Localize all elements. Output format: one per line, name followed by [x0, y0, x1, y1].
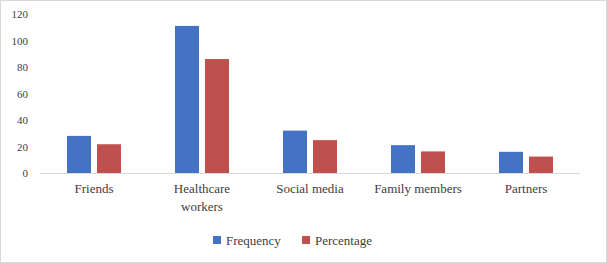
bar — [97, 144, 121, 173]
bar — [499, 152, 523, 173]
y-tick — [37, 173, 40, 174]
legend-label: Percentage — [315, 233, 372, 248]
x-tick-label-line: workers — [181, 199, 223, 214]
y-tick — [37, 40, 40, 41]
y-tick-label: 100 — [12, 35, 29, 47]
x-tick-label-line: Social media — [276, 181, 344, 196]
y-tick-label: 80 — [17, 61, 29, 73]
bar — [205, 59, 229, 173]
x-tick-label: Partners — [505, 181, 548, 196]
x-tick-label: Friends — [75, 181, 114, 196]
bar — [391, 145, 415, 173]
bar — [421, 151, 445, 173]
chart-border — [1, 1, 607, 263]
x-tick-label-line: Friends — [75, 181, 114, 196]
bar — [283, 131, 307, 173]
y-tick-label: 60 — [17, 88, 29, 100]
x-tick-label: Healthcare workers — [174, 181, 231, 214]
chart-svg: 0 20 40 60 80 100 120 Friends Healthcare workers S… — [0, 0, 607, 263]
x-tick-label-line: Healthcare — [174, 181, 231, 196]
y-tick-label: 20 — [17, 141, 29, 153]
x-tick-label-line: Family members — [374, 181, 462, 196]
y-tick-label: 0 — [23, 167, 29, 179]
legend-swatch — [302, 236, 310, 244]
x-tick-label-line: Partners — [505, 181, 548, 196]
x-axis-line — [40, 173, 580, 174]
bar — [529, 157, 553, 173]
legend-swatch — [213, 236, 221, 244]
x-tick-label: Family members — [374, 181, 462, 196]
chart-container: 0 20 40 60 80 100 120 Friends Healthcare workers S… — [0, 0, 607, 263]
y-tick — [37, 93, 40, 94]
x-tick-label: Social media — [276, 181, 344, 196]
y-tick — [37, 67, 40, 68]
bars — [67, 26, 553, 173]
bar — [313, 140, 337, 173]
y-tick-label: 120 — [12, 8, 29, 20]
legend-label: Frequency — [226, 233, 281, 248]
y-tick — [37, 146, 40, 147]
y-tick — [37, 120, 40, 121]
bar — [67, 136, 91, 173]
bar — [175, 26, 199, 173]
y-tick-label: 40 — [17, 114, 29, 126]
y-tick — [37, 14, 40, 15]
